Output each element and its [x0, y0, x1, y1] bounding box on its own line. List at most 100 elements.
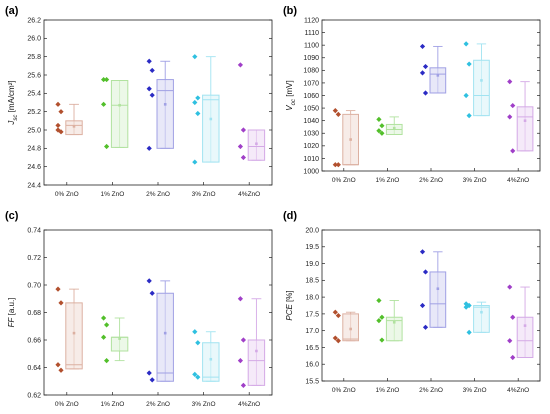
data-point [104, 322, 110, 328]
y-tick-label: 17.5 [305, 311, 319, 318]
category-label: 1% ZnO [100, 191, 124, 198]
data-point [510, 314, 516, 320]
category-label: 1% ZnO [375, 387, 399, 394]
category-label: 4%ZnO [238, 191, 260, 198]
mean-marker [480, 79, 483, 82]
data-point [146, 145, 152, 151]
data-point [149, 67, 155, 74]
data-point [376, 116, 382, 123]
box [156, 79, 174, 149]
data-point [104, 143, 110, 150]
category-label: 4%ZnO [507, 177, 529, 184]
data-point [379, 337, 385, 343]
y-axis-label: Jsc [mA/cm²] [7, 80, 19, 125]
y-tick-label: 1050 [303, 105, 319, 112]
data-point [192, 159, 198, 165]
y-tick-label: 15.5 [305, 378, 319, 385]
y-tick-label: 1000 [303, 168, 319, 175]
data-point [104, 76, 110, 83]
data-point [510, 102, 516, 109]
chart-panel-a: (a) 24.4 24.6 24.8 25.0 25.2 25.4 25.6 25.8 26.0 2… [5, 5, 273, 198]
data-point [195, 95, 201, 101]
data-point [376, 297, 382, 304]
mean-marker [118, 337, 121, 340]
y-tick-label: 18.5 [305, 278, 319, 285]
y-tick-label: 24.6 [27, 164, 41, 171]
y-tick-label: 1100 [304, 43, 319, 50]
data-point [507, 284, 513, 290]
data-point [101, 101, 107, 107]
category-label: 3% ZnO [192, 191, 216, 198]
data-point [463, 301, 469, 307]
y-tick-label: 0.74 [27, 227, 41, 234]
data-point [422, 269, 429, 275]
data-point [379, 130, 385, 136]
y-tick-label: 0.70 [27, 282, 41, 289]
data-point [332, 108, 338, 114]
y-tick-label: 26.2 [27, 17, 41, 24]
category-label: 1% ZnO [375, 177, 399, 184]
data-point [192, 99, 198, 106]
data-point [240, 382, 247, 388]
box [110, 80, 129, 148]
data-point [466, 329, 472, 335]
data-point [422, 63, 429, 70]
category-label: 0% ZnO [55, 191, 79, 198]
category-label: 4%ZnO [238, 401, 260, 408]
y-tick-label: 1020 [303, 143, 319, 150]
y-tick-label: 1070 [303, 80, 319, 87]
box [247, 129, 266, 161]
category-label: 3% ZnO [192, 401, 216, 408]
y-tick-label: 0.62 [27, 392, 41, 399]
data-point [192, 329, 198, 335]
data-point [419, 302, 426, 309]
category-label: 1% ZnO [100, 401, 124, 408]
y-tick-label: 25.6 [27, 72, 41, 79]
data-point [55, 362, 61, 368]
y-tick-label: 1110 [304, 30, 319, 37]
y-tick-label: 25.2 [27, 109, 41, 116]
y-tick-label: 19.5 [305, 244, 319, 251]
panel-label: (d) [283, 210, 297, 222]
box [473, 305, 490, 333]
category-label: 2% ZnO [419, 387, 443, 394]
data-point [55, 286, 61, 292]
category-label: 0% ZnO [55, 401, 79, 408]
mean-marker [349, 327, 352, 331]
category-label: 2% ZnO [146, 401, 170, 408]
category-label: 3% ZnO [463, 177, 487, 184]
y-tick-label: 24.4 [27, 182, 41, 189]
mean-marker [209, 117, 213, 121]
box [202, 94, 220, 163]
data-point [192, 371, 198, 377]
panel-label: (c) [5, 210, 19, 222]
box [473, 59, 490, 117]
y-tick-label: 1080 [303, 68, 319, 75]
data-point [332, 309, 338, 315]
data-point [55, 122, 61, 129]
chart-panel-c: (c) 0.62 0.64 0.66 0.68 0.70 0.72 0.74 FF [a.u.]… [5, 210, 273, 408]
data-point [149, 92, 155, 98]
mean-marker [209, 357, 213, 361]
mean-marker [523, 324, 527, 327]
mean-marker [72, 331, 76, 335]
data-point [195, 110, 201, 117]
data-point [419, 249, 426, 255]
mean-marker [255, 142, 258, 146]
y-axis-label: FF [a.u.] [7, 298, 16, 328]
data-point [58, 300, 64, 306]
data-point [58, 367, 64, 373]
box [65, 120, 83, 136]
mean-marker [118, 103, 121, 107]
y-tick-label: 18.0 [305, 295, 319, 302]
y-tick-label: 0.68 [27, 310, 41, 317]
data-point [507, 114, 513, 120]
box [385, 316, 403, 342]
data-point [335, 111, 341, 117]
data-point [237, 62, 244, 68]
y-tick-label: 1010 [303, 156, 319, 163]
y-tick-label: 17.0 [305, 328, 319, 335]
mean-marker [72, 125, 76, 128]
y-tick-label: 25.0 [27, 127, 41, 134]
